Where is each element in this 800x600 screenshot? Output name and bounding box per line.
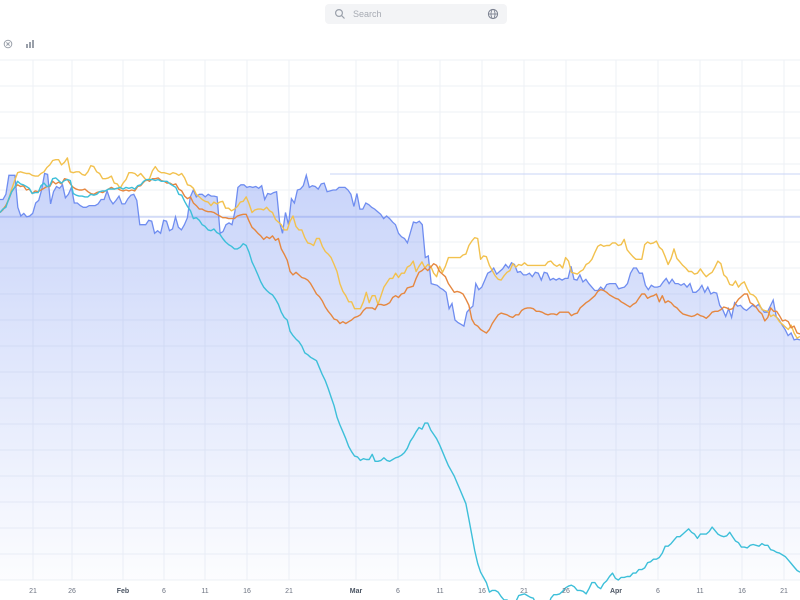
series-line-orange bbox=[0, 177, 800, 335]
series-area-fill bbox=[0, 173, 800, 580]
search-bar[interactable]: Search bbox=[325, 4, 507, 24]
x-tick-label: 11 bbox=[436, 588, 443, 595]
x-tick-label: 26 bbox=[562, 588, 570, 595]
search-input[interactable]: Search bbox=[353, 9, 382, 19]
x-tick-label: 21 bbox=[780, 588, 788, 595]
x-tick-label: 6 bbox=[656, 588, 660, 595]
x-tick-label: 16 bbox=[478, 588, 486, 595]
series-area-line bbox=[0, 172, 800, 341]
x-tick-label: Feb bbox=[117, 588, 129, 595]
x-tick-label: 11 bbox=[201, 588, 208, 595]
series-line-cyan bbox=[0, 177, 800, 600]
globe-icon[interactable] bbox=[487, 8, 499, 20]
x-tick-label: 21 bbox=[29, 588, 37, 595]
x-tick-label: Mar bbox=[350, 588, 363, 595]
close-circle-icon[interactable] bbox=[2, 38, 14, 50]
x-tick-label: Apr bbox=[610, 588, 622, 595]
x-tick-label: 16 bbox=[738, 588, 746, 595]
series-layer bbox=[0, 157, 800, 600]
x-tick-label: 6 bbox=[162, 588, 166, 595]
x-tick-label: 11 bbox=[696, 588, 703, 595]
x-tick-label: 6 bbox=[396, 588, 400, 595]
series-line-yellow bbox=[0, 157, 800, 339]
x-tick-label: 26 bbox=[68, 588, 76, 595]
search-icon bbox=[334, 8, 345, 19]
x-tick-label: 16 bbox=[243, 588, 251, 595]
x-tick-label: 21 bbox=[285, 588, 293, 595]
x-axis: 21 26 Feb 6 11 16 21 Mar 6 11 16 21 26 Apr 6 11 16 21 bbox=[29, 588, 788, 595]
x-tick-label: 21 bbox=[520, 588, 528, 595]
bar-chart-icon[interactable] bbox=[24, 38, 36, 50]
